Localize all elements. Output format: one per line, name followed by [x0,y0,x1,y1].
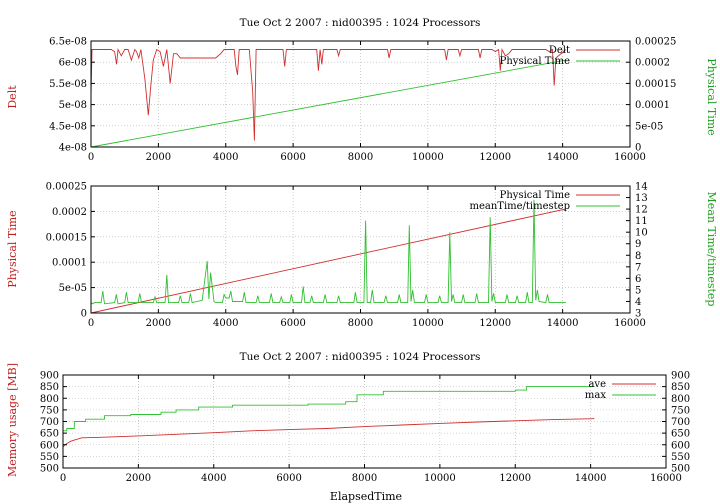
y2-tick-label: 4 [635,297,641,308]
y2-tick-label: 700 [671,417,690,428]
y2-tick-label: 750 [671,405,690,416]
y2-tick-label: 13 [635,193,648,204]
y-tick-label: 0 [81,309,87,320]
y2-tick-label: 900 [671,371,690,382]
y-tick-label: 0.0002 [52,207,87,218]
x-tick-label: 12000 [479,152,511,163]
x-tick-label: 6000 [280,152,305,163]
y-tick-label: 650 [40,429,59,440]
x-tick-label: 10000 [412,318,444,329]
x-tick-label: 2000 [146,152,171,163]
y-tick-label: 6.5e-08 [49,37,87,48]
y-tick-label: 5e-08 [59,100,87,111]
x-tick-label: 4000 [213,318,238,329]
y-tick-label: 0.00025 [46,182,87,193]
panel-1-title: Tue Oct 2 2007 : nid00395 : 1024 Process… [240,17,481,29]
x-tick-label: 14000 [575,473,607,484]
y2-tick-label: 8 [635,251,641,262]
series-line-ave [62,418,595,448]
y-tick-label: 750 [40,405,59,416]
y-tick-label: 500 [40,464,59,475]
y-tick-label: 700 [40,417,59,428]
y2-tick-label: 7 [635,262,641,273]
panel-3-x-label: ElapsedTime [330,490,402,503]
y2-tick-label: 12 [635,205,648,216]
y2-tick-label: 0 [635,143,641,154]
x-tick-label: 0 [60,473,66,484]
legend-label: meanTime/timestep [469,201,570,212]
x-tick-label: 2000 [126,473,151,484]
y2-tick-label: 0.00015 [635,79,676,90]
series-line-physical-time [90,208,567,314]
y2-tick-label: 850 [671,382,690,393]
x-tick-label: 14000 [547,152,579,163]
y-tick-label: 850 [40,382,59,393]
x-tick-label: 2000 [146,318,171,329]
y-tick-label: 800 [40,394,59,405]
x-tick-label: 0 [88,152,94,163]
x-tick-label: 8000 [348,152,373,163]
y-tick-label: 900 [40,371,59,382]
y2-tick-label: 6 [635,274,641,285]
legend-label: Delt [549,45,570,56]
y-tick-label: 5e-05 [59,283,87,294]
x-tick-label: 0 [88,318,94,329]
y-tick-label: 4.5e-08 [49,121,87,132]
y-tick-label: 4e-08 [59,143,87,154]
panel-3-y-label: Memory usage [MB] [6,363,19,477]
x-tick-label: 16000 [614,152,646,163]
series-line-meantime-timestep [90,199,566,305]
y2-tick-label: 800 [671,394,690,405]
y2-tick-label: 5 [635,285,641,296]
y2-tick-label: 650 [671,429,690,440]
panel-2-y-label: Physical Time [6,210,19,287]
series-line-delt [90,47,567,141]
y-tick-label: 600 [40,440,59,451]
y-tick-label: 5.5e-08 [49,79,87,90]
y2-tick-label: 9 [635,239,641,250]
y2-tick-label: 3 [635,309,641,320]
y2-tick-label: 600 [671,440,690,451]
y-tick-label: 0.00015 [46,232,87,243]
panel-2-y2-label: Mean Time/timestep [705,192,718,307]
x-tick-label: 8000 [352,473,377,484]
x-tick-label: 10000 [424,473,456,484]
y2-tick-label: 10 [635,228,648,239]
x-tick-label: 12000 [479,318,511,329]
y-tick-label: 0.0001 [52,258,87,269]
x-tick-label: 10000 [412,152,444,163]
x-tick-label: 4000 [213,152,238,163]
x-tick-label: 6000 [276,473,301,484]
x-tick-label: 8000 [348,318,373,329]
panel-1-y2-label: Physical Time [705,58,718,135]
panel-3-title: Tue Oct 2 2007 : nid00395 : 1024 Process… [240,351,481,363]
legend-label: max [585,390,606,401]
y2-tick-label: 14 [635,182,648,193]
y2-tick-label: 0.0001 [635,100,670,111]
series-line-physical-time [90,59,567,148]
x-tick-label: 16000 [614,318,646,329]
x-tick-label: 14000 [547,318,579,329]
x-tick-label: 6000 [280,318,305,329]
y2-tick-label: 0.0002 [635,58,670,69]
y2-tick-label: 5e-05 [635,121,663,132]
delt-physical-time-panel: Tue Oct 2 2007 : nid00395 : 1024 Process… [6,17,718,163]
x-tick-label: 4000 [201,473,226,484]
y-tick-label: 550 [40,452,59,463]
y2-tick-label: 500 [671,464,690,475]
legend-label: ave [588,379,606,390]
panel-1-y-label: Delt [6,85,19,109]
x-tick-label: 16000 [650,473,682,484]
legend-label: Physical Time [500,190,570,201]
physical-time-mean-time-panel: Physical Time Mean Time/timestep 0 2000 40… [6,182,718,330]
y2-tick-label: 11 [635,216,648,227]
x-tick-label: 12000 [499,473,531,484]
series-line-max [63,386,595,432]
y-tick-label: 6e-08 [59,58,87,69]
legend-label: Physical Time [500,56,570,67]
memory-usage-panel: Tue Oct 2 2007 : nid00395 : 1024 Process… [6,351,690,503]
y2-tick-label: 0.00025 [635,37,676,48]
y2-tick-label: 550 [671,452,690,463]
